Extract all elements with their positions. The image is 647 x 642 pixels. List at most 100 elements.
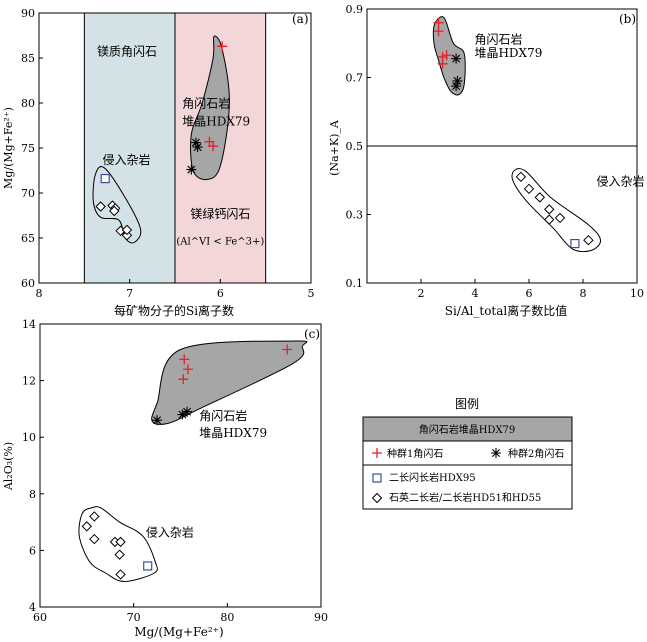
- data-point: [178, 374, 189, 385]
- data-point: [121, 230, 133, 241]
- x-tick-label: 8: [36, 287, 43, 300]
- y-tick-label: 12: [22, 375, 36, 388]
- panel-c-points: [81, 344, 293, 580]
- y-tick-label: 90: [21, 7, 35, 20]
- panel-c-outlines: [78, 340, 308, 583]
- panel-b-region-labels: 角闪石岩堆晶HDX79 侵入杂岩: [474, 31, 644, 188]
- panel-c-label: (c): [304, 327, 320, 341]
- data-point: [515, 171, 527, 183]
- panel-c-ticks: 60 70 80 90 4 6 8 10 12 14: [22, 318, 328, 624]
- data-point: [544, 214, 555, 225]
- x-tick-label: 70: [127, 611, 141, 624]
- y-tick-label: 70: [21, 187, 35, 200]
- legend-marker: [372, 448, 382, 458]
- data-point: [437, 58, 448, 69]
- data-point: [451, 81, 462, 92]
- y-tick-label: 60: [21, 277, 35, 290]
- data-point: [433, 17, 444, 28]
- data-point: [100, 174, 110, 184]
- panel-a-field-name-2: 镁绿钙闪石: [190, 206, 250, 221]
- legend-item-group1: 种群1角闪石: [387, 447, 443, 460]
- region-label: 角闪石岩: [199, 408, 247, 423]
- data-point: [182, 406, 193, 417]
- panel-a-ylabel: Mg/(Mg+Fe²⁺): [2, 107, 15, 189]
- y-tick-label: 85: [21, 52, 35, 65]
- y-tick-label: 0.3: [346, 209, 364, 222]
- data-point: [186, 164, 197, 175]
- data-point: [177, 409, 188, 420]
- intrusive-field-outline: [511, 168, 602, 253]
- data-point: [451, 53, 462, 64]
- legend-title: 图例: [455, 397, 479, 411]
- y-tick-label: 0.9: [346, 3, 364, 16]
- region-label: 角闪石岩: [182, 96, 230, 111]
- y-tick-label: 4: [29, 601, 36, 614]
- panel-a-field-note: (Al^VI < Fe^3+): [176, 236, 264, 247]
- panel-c-frame: [39, 323, 322, 608]
- x-tick-label: 80: [220, 611, 234, 624]
- x-tick-label: 5: [308, 287, 315, 300]
- data-point: [554, 212, 566, 224]
- data-point: [115, 569, 126, 580]
- data-point: [95, 201, 106, 212]
- y-tick-label: 14: [22, 318, 36, 331]
- y-tick-label: 0.7: [346, 72, 364, 85]
- legend: 图例 角闪石岩堆晶HDX79 种群1角闪石 种群2角闪石 二长闪长岩HDX95 …: [362, 397, 573, 510]
- data-point: [570, 239, 580, 249]
- panel-b-label: (b): [619, 12, 636, 26]
- legend-item-group2: 种群2角闪石: [508, 447, 564, 460]
- data-point: [433, 26, 444, 37]
- data-point: [441, 50, 452, 61]
- panel-b-ticks: 2 4 6 8 10 0.1 0.3 0.5 0.7 0.9: [346, 3, 645, 300]
- y-tick-label: 0.1: [346, 277, 364, 290]
- field-band-1: [83, 12, 176, 284]
- data-point: [282, 344, 293, 355]
- x-tick-label: 90: [314, 611, 328, 624]
- data-point: [523, 183, 535, 195]
- data-point: [143, 561, 153, 571]
- data-point: [192, 142, 203, 153]
- region-label: 堆晶HDX79: [474, 46, 542, 60]
- region-label: 堆晶HDX79: [199, 426, 267, 440]
- data-point: [452, 75, 463, 86]
- data-point: [89, 533, 100, 545]
- x-tick-label: 7: [126, 287, 133, 300]
- panel-a-xlabel: 每矿物分子的Si离子数: [114, 303, 234, 318]
- x-tick-label: 6: [526, 287, 533, 300]
- region-label: 角闪石岩: [474, 31, 522, 46]
- data-point: [114, 549, 125, 560]
- data-point: [182, 364, 193, 375]
- panel-a-field-name-1: 镁质角闪石: [97, 44, 157, 58]
- data-point: [208, 141, 219, 152]
- intrusive-field-outline: [78, 506, 158, 583]
- data-point: [121, 224, 133, 236]
- legend-marker: [371, 492, 383, 504]
- panel-c-region-labels: 角闪石岩堆晶HDX79 侵入杂岩: [146, 408, 267, 539]
- panel-b-xlabel: Si/Al_total离子数比值: [445, 303, 567, 318]
- y-tick-label: 65: [21, 232, 35, 245]
- data-point: [217, 41, 228, 52]
- panel-c: 60 70 80 90 4 6 8 10 12 14 角闪石岩堆晶HDX79 侵入杂岩 (c) Mg…: [2, 318, 328, 639]
- data-point: [81, 521, 93, 532]
- panel-a-label: (a): [292, 12, 309, 26]
- data-point: [534, 192, 546, 203]
- data-point: [152, 415, 163, 426]
- x-tick-label: 60: [33, 611, 47, 624]
- y-tick-label: 8: [29, 488, 36, 501]
- panel-c-xlabel: Mg/(Mg+Fe²⁺): [134, 625, 223, 639]
- data-point: [190, 137, 201, 148]
- region-label: 侵入杂岩: [102, 152, 150, 167]
- panel-a-points: [95, 41, 228, 241]
- y-tick-label: 75: [21, 142, 35, 155]
- data-point: [583, 234, 594, 246]
- data-point: [115, 536, 126, 548]
- y-tick-label: 6: [29, 544, 36, 557]
- legend-marker: [372, 473, 382, 483]
- legend-item-hdx95: 二长闪长岩HDX95: [389, 471, 476, 484]
- x-tick-label: 2: [418, 287, 425, 300]
- panel-b-points: [433, 17, 594, 249]
- region-label: 侵入杂岩: [146, 524, 194, 539]
- data-point: [179, 354, 190, 365]
